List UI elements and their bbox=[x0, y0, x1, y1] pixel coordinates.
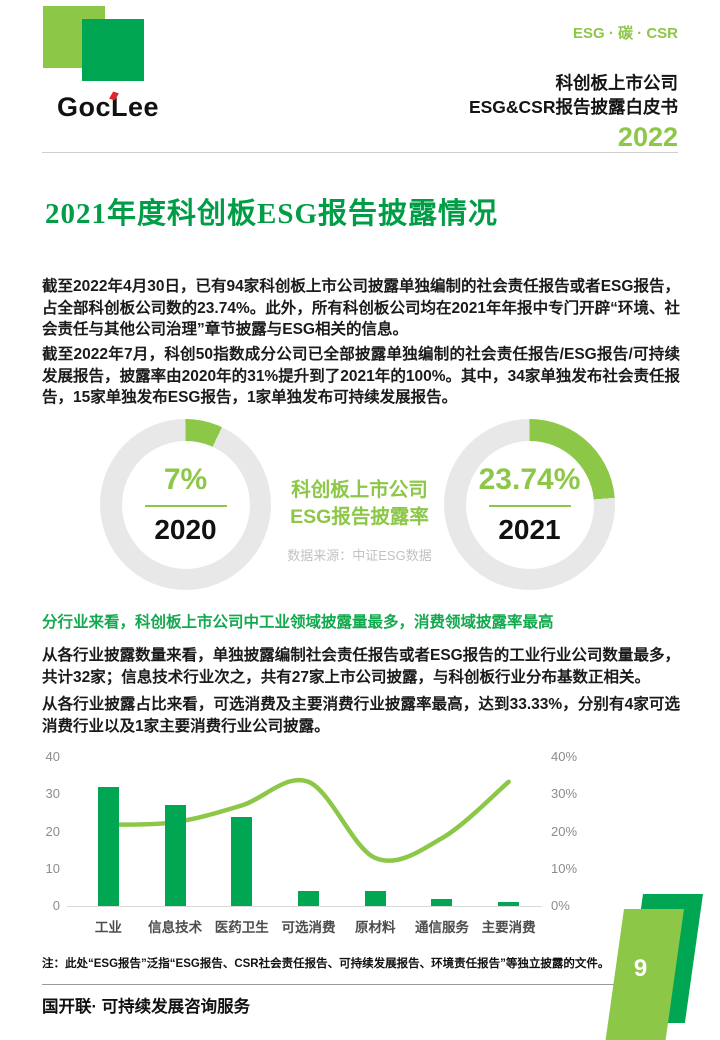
category-label-可选消费: 可选消费 bbox=[281, 920, 336, 935]
donut-2021-value: 23.74% bbox=[478, 462, 581, 496]
header-tag: ESG · 碳 · CSR bbox=[572, 25, 678, 42]
category-label-医药卫生: 医药卫生 bbox=[214, 920, 269, 935]
right-axis-tick: 0% bbox=[551, 898, 570, 913]
donut-chart-2020: 7% 2020 bbox=[100, 419, 271, 590]
category-label-工业: 工业 bbox=[94, 920, 122, 935]
right-axis-tick: 20% bbox=[551, 823, 578, 839]
category-label-信息技术: 信息技术 bbox=[148, 920, 203, 935]
bar-工业 bbox=[97, 786, 119, 906]
brand-wordmark: GocLee bbox=[57, 91, 160, 123]
category-label-原材料: 原材料 bbox=[354, 920, 396, 935]
combo-left-axis: 40 30 20 10 0 bbox=[28, 748, 60, 915]
bar-医药卫生 bbox=[231, 816, 253, 906]
page-number: 9 bbox=[634, 955, 648, 982]
bar-可选消费 bbox=[298, 891, 319, 906]
paragraph-4: 从各行业披露占比来看，可选消费及主要消费行业披露率最高，达到33.33%，分别有… bbox=[42, 696, 680, 735]
donut-caption-line1: 科创板上市公司 bbox=[291, 479, 428, 501]
donut-2021-rule bbox=[488, 504, 571, 508]
right-axis-tick: 40% bbox=[551, 749, 578, 764]
paragraph-3: 从各行业披露数量来看，单独披露编制社会责任报告或者ESG报告的工业行业公司数量最… bbox=[42, 647, 680, 686]
bar-通信服务 bbox=[431, 898, 453, 906]
footer-divider bbox=[42, 984, 678, 985]
paragraph-2: 截至2022年7月，科创50指数成分公司已全部披露单独编制的社会责任报告/ESG… bbox=[42, 346, 680, 406]
donut-2020-label: 2020 bbox=[154, 514, 217, 546]
combo-plot bbox=[67, 757, 542, 907]
footnote: 注：此处“ESG报告”泛指“ESG报告、CSR社会责任报告、可持续发展报告、环境… bbox=[42, 958, 610, 970]
page-title: 2021年度科创板ESG报告披露情况 bbox=[45, 198, 499, 230]
category-label-通信服务: 通信服务 bbox=[414, 920, 469, 935]
combo-x-axis-line bbox=[67, 906, 542, 907]
header: ESG · 碳 · CSR 科创板上市公司 ESG&CSR报告披露白皮书 202… bbox=[469, 22, 678, 152]
bar-主要消费 bbox=[498, 902, 520, 906]
bar-原材料 bbox=[364, 891, 386, 906]
left-axis-tick: 40 bbox=[45, 749, 60, 764]
donut-2020-value: 7% bbox=[163, 462, 208, 496]
left-axis-tick: 20 bbox=[45, 823, 60, 839]
bar-信息技术 bbox=[164, 805, 186, 906]
right-axis-tick: 30% bbox=[551, 786, 578, 802]
paragraph-1: 截至2022年4月30日，已有94家科创板上市公司披露单独编制的社会责任报告或者… bbox=[42, 278, 680, 338]
donut-2021-center: 23.74% 2021 bbox=[465, 440, 594, 569]
combo-category-labels: 工业 信息技术 医药卫生 可选消费 原材料 通信服务 主要消费 bbox=[75, 916, 542, 936]
category-label-主要消费: 主要消费 bbox=[481, 920, 536, 935]
right-axis-tick: 10% bbox=[551, 860, 578, 876]
header-divider bbox=[42, 152, 678, 153]
combo-right-axis: 40% 30% 20% 10% 0% bbox=[551, 748, 595, 915]
donut-caption: 科创板上市公司 ESG报告披露率 数据来源：中证ESG数据 bbox=[272, 477, 447, 564]
logo-dark-square bbox=[82, 19, 144, 81]
donut-2020-center: 7% 2020 bbox=[121, 440, 250, 569]
section-subheading: 分行业来看，科创板上市公司中工业领域披露量最多，消费领域披露率最高 bbox=[42, 614, 554, 631]
brand-wordmark-text: GocLee bbox=[57, 92, 160, 122]
donut-caption-line2: ESG报告披露率 bbox=[290, 506, 429, 528]
footer-brand-line: 国开联· 可持续发展咨询服务 bbox=[42, 998, 251, 1016]
header-title-line1: 科创板上市公司 bbox=[555, 73, 679, 93]
left-axis-tick: 0 bbox=[52, 898, 60, 913]
donut-2020-rule bbox=[144, 504, 227, 508]
left-axis-tick: 10 bbox=[45, 860, 60, 876]
header-title-line2: ESG&CSR报告披露白皮书 bbox=[468, 97, 678, 117]
left-axis-tick: 30 bbox=[45, 786, 60, 802]
donut-2021-label: 2021 bbox=[498, 514, 561, 546]
data-source-label: 数据来源：中证ESG数据 bbox=[287, 548, 432, 563]
combo-line-series bbox=[106, 777, 511, 863]
header-year: 2022 bbox=[617, 122, 678, 152]
donut-chart-2021: 23.74% 2021 bbox=[444, 419, 615, 590]
